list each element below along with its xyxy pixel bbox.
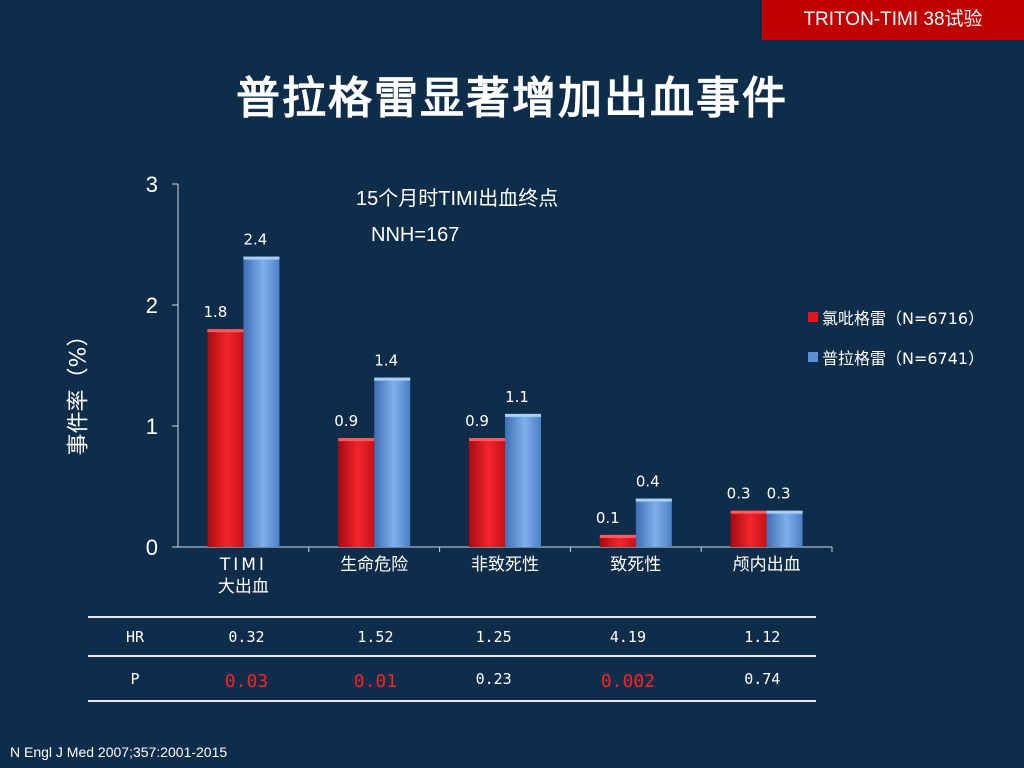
bar-prasugrel: [374, 377, 411, 547]
y-axis-label: 事件率（%）: [66, 324, 91, 456]
bar-top-prasugrel: [374, 377, 411, 381]
stats-cell: 0.01: [310, 656, 440, 702]
stats-row-label: P: [88, 656, 182, 702]
data-label-clopidogrel: 1.8: [203, 303, 227, 321]
bar-top-prasugrel: [635, 498, 672, 502]
bar-top-prasugrel: [243, 256, 280, 260]
legend: 氯吡格雷（N=6716） 普拉格雷（N=6741）: [808, 306, 984, 386]
data-label-prasugrel: 1.1: [505, 388, 529, 406]
trial-badge: TRITON-TIMI 38试验: [762, 0, 1024, 40]
stats-table: HR 0.32 1.52 1.25 4.19 1.12 P 0.03 0.01 0.23 0.002…: [88, 616, 816, 702]
data-label-prasugrel: 0.4: [636, 473, 660, 491]
legend-item-prasugrel: 普拉格雷（N=6741）: [808, 346, 984, 368]
source-citation: N Engl J Med 2007;357:2001-2015: [10, 744, 228, 760]
legend-swatch-clopidogrel: [808, 312, 818, 322]
data-label-prasugrel: 1.4: [374, 352, 398, 370]
x-category-label: 颅内出血: [732, 555, 801, 575]
legend-swatch-prasugrel: [808, 352, 818, 362]
bar-clopidogrel: [599, 534, 636, 547]
data-label-clopidogrel: 0.9: [465, 412, 489, 430]
legend-item-clopidogrel: 氯吡格雷（N=6716）: [808, 306, 984, 328]
data-label-clopidogrel: 0.3: [727, 485, 751, 503]
stats-cell: 0.002: [547, 656, 709, 702]
bar-top-clopidogrel: [207, 329, 244, 333]
legend-label-prasugrel: 普拉格雷（N=6741）: [822, 349, 985, 368]
y-tick-label: 2: [146, 293, 158, 318]
stats-cell: 0.03: [182, 656, 311, 702]
bar-prasugrel: [243, 256, 280, 547]
bar-clopidogrel: [207, 329, 244, 547]
x-category-label: 致死性: [610, 555, 662, 575]
stats-cell: 1.12: [708, 616, 816, 657]
x-category-label: 生命危险: [340, 555, 409, 575]
x-category-label: TIMI 大出血: [217, 555, 269, 597]
stats-cell: 4.19: [547, 616, 709, 657]
bar-top-clopidogrel: [469, 438, 505, 442]
data-label-prasugrel: 0.3: [767, 485, 791, 503]
stats-row-hr: HR 0.32 1.52 1.25 4.19 1.12: [88, 616, 816, 657]
y-tick-label: 0: [146, 535, 158, 560]
bar-prasugrel: [766, 510, 803, 547]
x-category-label: 非致死性: [471, 555, 539, 575]
bar-top-clopidogrel: [338, 438, 375, 442]
nnh-annotation: NNH=167: [371, 224, 460, 246]
data-label-prasugrel: 2.4: [243, 231, 267, 249]
stats-cell: 0.23: [439, 656, 548, 702]
legend-label-clopidogrel: 氯吡格雷（N=6716）: [822, 309, 985, 328]
bar-prasugrel: [505, 413, 541, 547]
data-label-clopidogrel: 0.1: [596, 509, 620, 527]
stats-row-label: HR: [88, 616, 182, 657]
stats-cell: 1.25: [439, 616, 548, 657]
bar-top-clopidogrel: [730, 510, 767, 514]
bar-top-prasugrel: [505, 413, 541, 417]
stats-cell: 0.74: [708, 656, 816, 702]
bar-top-clopidogrel: [599, 534, 636, 538]
stats-cell: 1.52: [310, 616, 440, 657]
bar-top-prasugrel: [766, 510, 803, 514]
stats-row-p: P 0.03 0.01 0.23 0.002 0.74: [88, 656, 816, 702]
bar-clopidogrel: [338, 438, 375, 547]
data-label-clopidogrel: 0.9: [334, 412, 358, 430]
bar-clopidogrel: [469, 438, 505, 547]
stats-cell: 0.32: [182, 616, 311, 657]
bar-prasugrel: [635, 498, 672, 547]
chart-subtitle: 15个月时TIMI出血终点: [356, 188, 559, 210]
y-tick-label: 1: [146, 414, 158, 439]
bar-clopidogrel: [730, 510, 767, 547]
y-tick-label: 3: [146, 172, 158, 197]
slide-title: 普拉格雷显著增加出血事件: [236, 73, 788, 124]
